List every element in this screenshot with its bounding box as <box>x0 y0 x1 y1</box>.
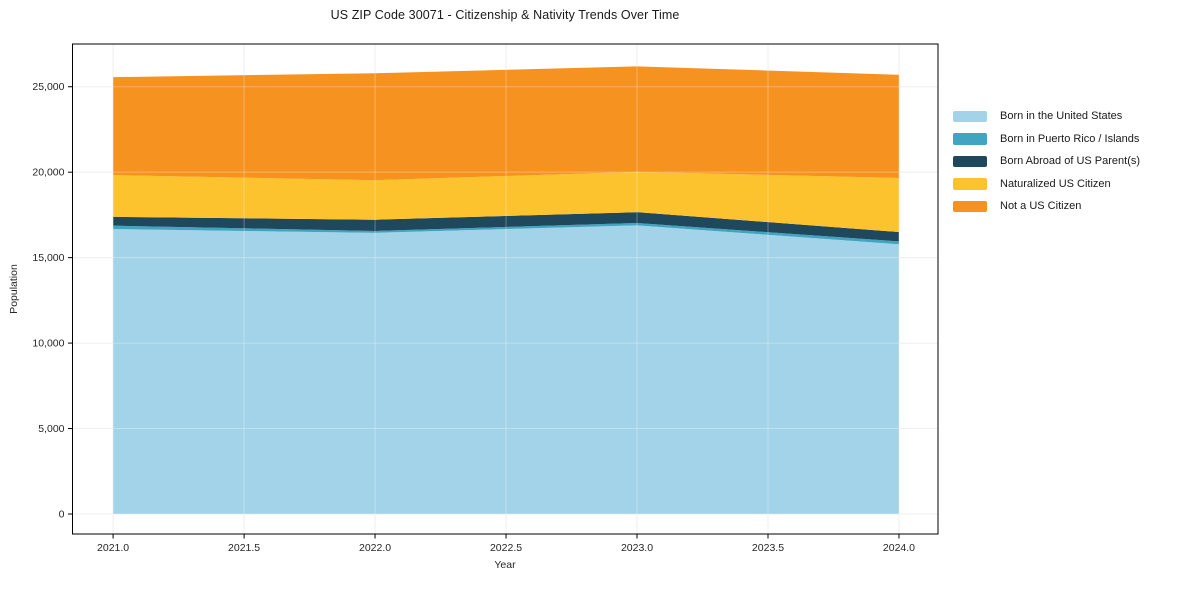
area-series-1 <box>113 222 899 245</box>
legend-swatch-icon <box>953 178 987 190</box>
x-tick-label: 2021.0 <box>97 542 129 554</box>
chart-title: US ZIP Code 30071 - Citizenship & Nativi… <box>330 8 680 22</box>
x-tick-label: 2022.5 <box>490 542 522 554</box>
y-tick-label: 25,000 <box>32 81 64 93</box>
x-axis-label: Year <box>494 559 516 571</box>
y-tick-label: 20,000 <box>32 167 64 179</box>
legend-label: Born in Puerto Rico / Islands <box>1000 132 1140 145</box>
area-series-3 <box>113 171 899 233</box>
legend-label: Born Abroad of US Parent(s) <box>1000 155 1141 168</box>
legend-item: Naturalized US Citizen <box>953 173 1140 196</box>
y-axis-label: Population <box>8 264 20 314</box>
y-tick-label: 5,000 <box>38 423 64 435</box>
x-tick-label: 2022.0 <box>359 542 391 554</box>
legend-swatch-icon <box>953 200 987 212</box>
x-tick-label: 2021.5 <box>228 542 260 554</box>
y-tick-label: 10,000 <box>32 338 64 350</box>
legend-item: Born in Puerto Rico / Islands <box>953 128 1140 151</box>
y-tick-label: 15,000 <box>32 252 64 264</box>
area-series-4 <box>113 66 899 181</box>
legend-item: Not a US Citizen <box>953 195 1140 218</box>
legend-item: Born in the United States <box>953 105 1140 128</box>
y-tick-label: 0 <box>59 509 65 521</box>
plot-border <box>72 43 939 535</box>
legend-swatch-icon <box>953 133 987 145</box>
legend: Born in the United States Born in Puerto … <box>953 105 1140 218</box>
x-tick-label: 2024.0 <box>883 542 915 554</box>
x-tick-label: 2023.5 <box>752 542 784 554</box>
legend-label: Naturalized US Citizen <box>1000 177 1111 190</box>
x-tick-label: 2023.0 <box>621 542 653 554</box>
area-series-0 <box>113 225 899 515</box>
area-series-2 <box>113 212 899 242</box>
legend-swatch-icon <box>953 110 987 122</box>
legend-label: Born in the United States <box>1000 110 1123 123</box>
legend-label: Not a US Citizen <box>1000 200 1082 213</box>
legend-swatch-icon <box>953 155 987 167</box>
legend-item: Born Abroad of US Parent(s) <box>953 150 1140 173</box>
